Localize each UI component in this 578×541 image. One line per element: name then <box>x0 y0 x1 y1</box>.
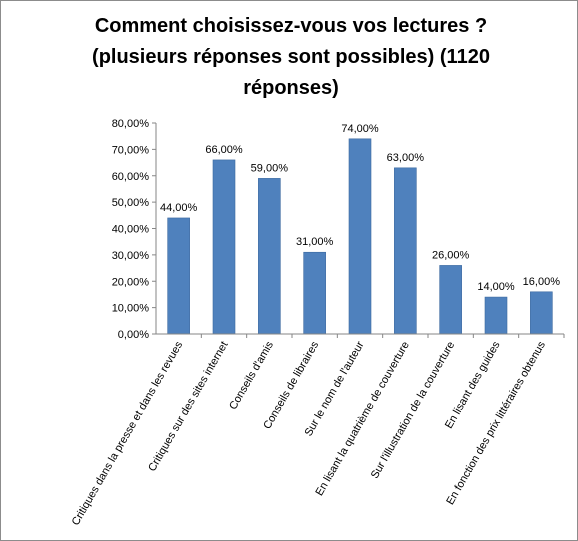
data-label: 16,00% <box>523 276 561 288</box>
y-tick-label: 60,00% <box>112 171 150 183</box>
y-axis-ticks: 0,00% 10,00% 20,00% 30,00% 40,00% 50,00% 60,00… <box>112 118 156 341</box>
category-label: En lisant la quatrième de couverture <box>313 340 411 499</box>
bar <box>167 217 190 335</box>
y-tick-label: 50,00% <box>112 197 150 209</box>
bar <box>530 291 553 335</box>
data-label: 74,00% <box>341 123 379 135</box>
category-label: Sur l'illustration de la couverture <box>369 339 457 480</box>
data-labels: 44,00% 66,00% 59,00% 31,00% 74,00% 63,00% 26,0… <box>160 123 560 293</box>
data-label: 14,00% <box>477 281 515 293</box>
y-tick-label: 30,00% <box>112 250 150 262</box>
category-label: Conseils d'amis <box>227 339 276 412</box>
y-tick-label: 80,00% <box>112 118 150 130</box>
data-label: 66,00% <box>205 144 243 156</box>
category-label: En fonction des prix littéraires obtenus <box>444 339 548 507</box>
bar <box>212 159 236 335</box>
category-labels: Critiques dans la presse et dans les rev… <box>70 339 548 528</box>
data-label: 44,00% <box>160 202 198 214</box>
y-tick-label: 0,00% <box>118 329 149 341</box>
chart-title-line-1: Comment choisissez-vous vos lectures ? <box>94 15 488 37</box>
y-tick-label: 10,00% <box>112 303 150 315</box>
bar <box>394 167 417 335</box>
data-label: 63,00% <box>387 152 425 164</box>
chart-title: Comment choisissez-vous vos lectures ? (… <box>41 11 541 104</box>
y-tick-label: 70,00% <box>112 144 150 156</box>
bar <box>348 138 372 335</box>
bar <box>484 296 508 335</box>
axes <box>155 123 565 338</box>
data-label: 26,00% <box>432 249 470 261</box>
y-tick-label: 40,00% <box>112 224 150 236</box>
bar <box>303 251 326 335</box>
data-label: 59,00% <box>251 162 289 174</box>
bars <box>167 138 553 335</box>
data-label: 31,00% <box>296 236 334 248</box>
y-tick-label: 20,00% <box>112 276 150 288</box>
chart-title-line-2: (plusieurs réponses sont possibles) (112… <box>92 46 490 68</box>
bar <box>439 265 462 335</box>
category-label: Critiques sur des sites internet <box>146 340 230 474</box>
chart-title-line-3: réponses) <box>243 77 339 99</box>
bar <box>258 178 281 335</box>
